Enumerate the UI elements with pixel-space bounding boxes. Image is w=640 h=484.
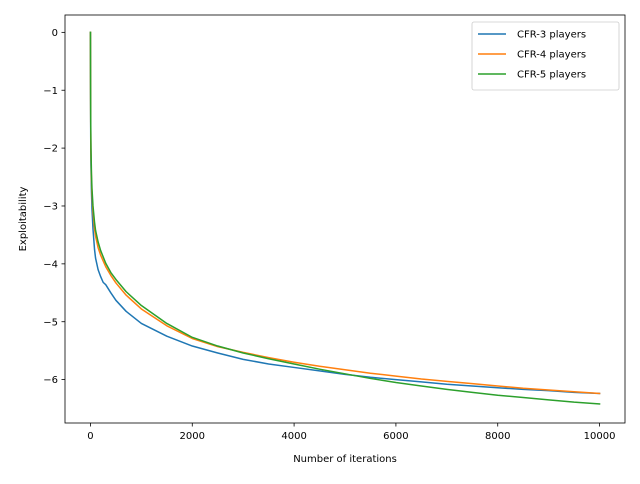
legend-label-1: CFR-3 players (517, 30, 586, 41)
y-tick-label: −6 (43, 375, 58, 386)
series-line-1 (89, 31, 601, 395)
x-tick-label: 10000 (584, 431, 616, 442)
y-tick-label: 0 (52, 28, 58, 39)
x-tick-label: 0 (87, 431, 93, 442)
y-tick-label: −4 (43, 259, 58, 270)
x-tick-label: 4000 (281, 431, 306, 442)
legend: CFR-3 players CFR-4 players CFR-5 players (471, 21, 620, 91)
plot-frame (64, 14, 626, 424)
x-tick-label: 2000 (180, 431, 205, 442)
x-axis-title: Number of iterations (293, 454, 397, 465)
series-layer (89, 31, 601, 405)
x-tick-label: 6000 (383, 431, 408, 442)
y-axis: 0 −1 −2 −3 −4 −5 −6 (43, 28, 65, 386)
y-axis-title: Exploitability (18, 187, 29, 252)
y-tick-label: −3 (43, 202, 58, 213)
y-tick-label: −2 (43, 144, 58, 155)
y-tick-label: −5 (43, 317, 58, 328)
y-tick-label: −1 (43, 86, 58, 97)
x-axis: 0 2000 4000 6000 8000 10000 (87, 423, 615, 442)
series-line-3 (89, 31, 601, 405)
legend-label-2: CFR-4 players (517, 50, 586, 61)
legend-box (471, 21, 620, 91)
legend-label-3: CFR-5 players (517, 70, 586, 81)
x-tick-label: 8000 (485, 431, 510, 442)
